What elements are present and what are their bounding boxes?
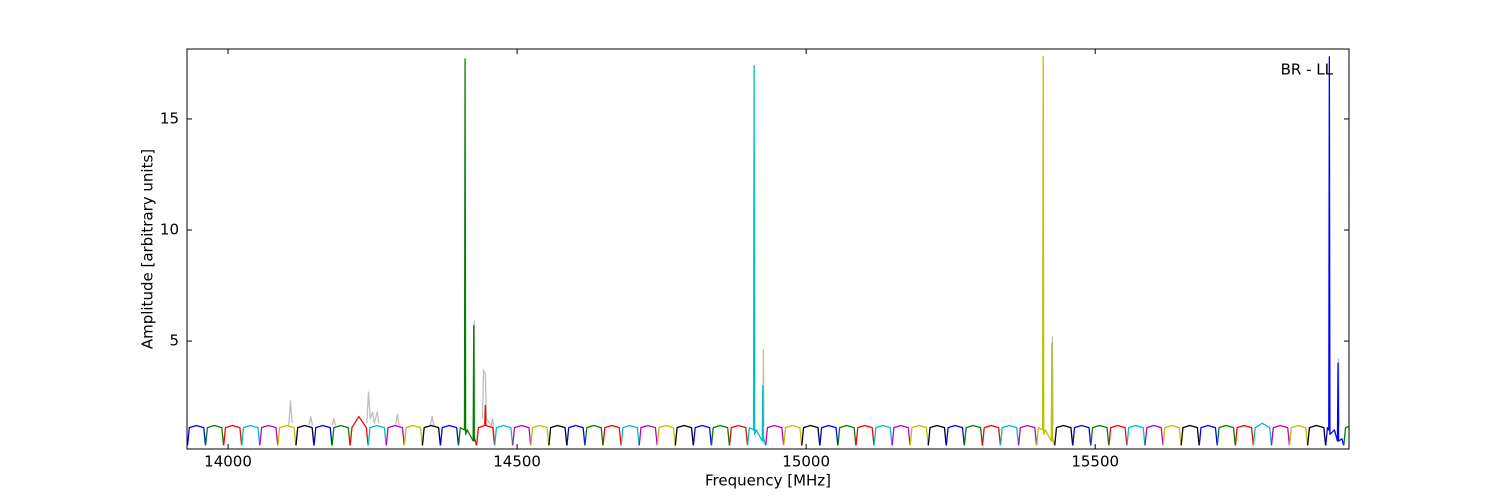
series-line (927, 424, 947, 446)
y-axis-label: Amplitude [arbitrary units] (139, 149, 157, 349)
series-line (765, 424, 785, 446)
series-line (710, 424, 731, 446)
series-line (277, 424, 297, 446)
series-line (259, 424, 279, 446)
series-line (475, 404, 496, 446)
series-line (981, 424, 1002, 446)
series-line (1162, 424, 1182, 446)
series-line (1144, 424, 1164, 446)
series-line (674, 424, 694, 446)
series-line (494, 424, 514, 446)
series-line (638, 424, 658, 446)
series-line (909, 424, 929, 446)
series-line (223, 424, 243, 446)
y-tick-label: 5 (169, 332, 179, 350)
series-line (656, 424, 676, 446)
series-line (1307, 424, 1327, 446)
series-line (1108, 424, 1128, 446)
y-tick-label: 15 (160, 109, 179, 127)
series-line (963, 424, 983, 446)
series-line (999, 424, 1020, 446)
series-line (746, 65, 767, 446)
series-line (1036, 56, 1056, 446)
series-line (783, 424, 803, 446)
series-line (1090, 424, 1110, 446)
series-line (728, 424, 749, 446)
series-line (1343, 425, 1349, 446)
series-line (367, 424, 387, 446)
series-line (512, 424, 532, 446)
x-axis-label: Frequency [MHz] (705, 472, 831, 490)
series-line (692, 424, 712, 446)
series-line (801, 424, 821, 446)
series-line (1054, 424, 1074, 446)
series-line (385, 424, 405, 446)
series-line (1180, 424, 1200, 446)
series-line (1198, 424, 1218, 446)
series-line (1072, 424, 1092, 446)
series-line (1270, 424, 1291, 446)
series-line (548, 424, 568, 446)
series-line (945, 424, 965, 446)
series-line (1017, 424, 1038, 446)
series-line (566, 424, 586, 446)
series-line (1126, 424, 1146, 446)
annotation: BR - LL (1281, 61, 1334, 79)
series-line (439, 424, 460, 446)
x-tick-label: 15500 (1071, 453, 1119, 471)
series-line (349, 415, 369, 446)
series-line (873, 424, 893, 446)
x-tick-label: 15000 (782, 453, 830, 471)
series-line (421, 424, 442, 446)
series-line (313, 424, 333, 446)
y-tick-label: 10 (160, 221, 179, 239)
series-line (819, 424, 839, 446)
x-tick-label: 14000 (204, 453, 252, 471)
series-line (403, 424, 423, 446)
series-line (1325, 56, 1345, 446)
series-line (187, 424, 207, 446)
x-tick-label: 14500 (493, 453, 541, 471)
series-line (530, 424, 550, 446)
series-line (837, 424, 857, 446)
series-line (891, 424, 911, 446)
series-line (1252, 422, 1273, 446)
plot-area (187, 56, 1349, 446)
series-line (1234, 424, 1254, 446)
plot-frame (186, 48, 1350, 450)
series-line (855, 424, 875, 446)
series-line (295, 424, 315, 446)
series-line (602, 424, 622, 446)
series-line (288, 320, 1340, 444)
series-line (241, 424, 261, 446)
series-line (331, 424, 351, 446)
series-line (457, 58, 478, 446)
series-line (1216, 424, 1236, 446)
series-line (584, 424, 604, 446)
series-line (620, 424, 640, 446)
series-line (1288, 424, 1309, 446)
series-line (204, 424, 225, 446)
